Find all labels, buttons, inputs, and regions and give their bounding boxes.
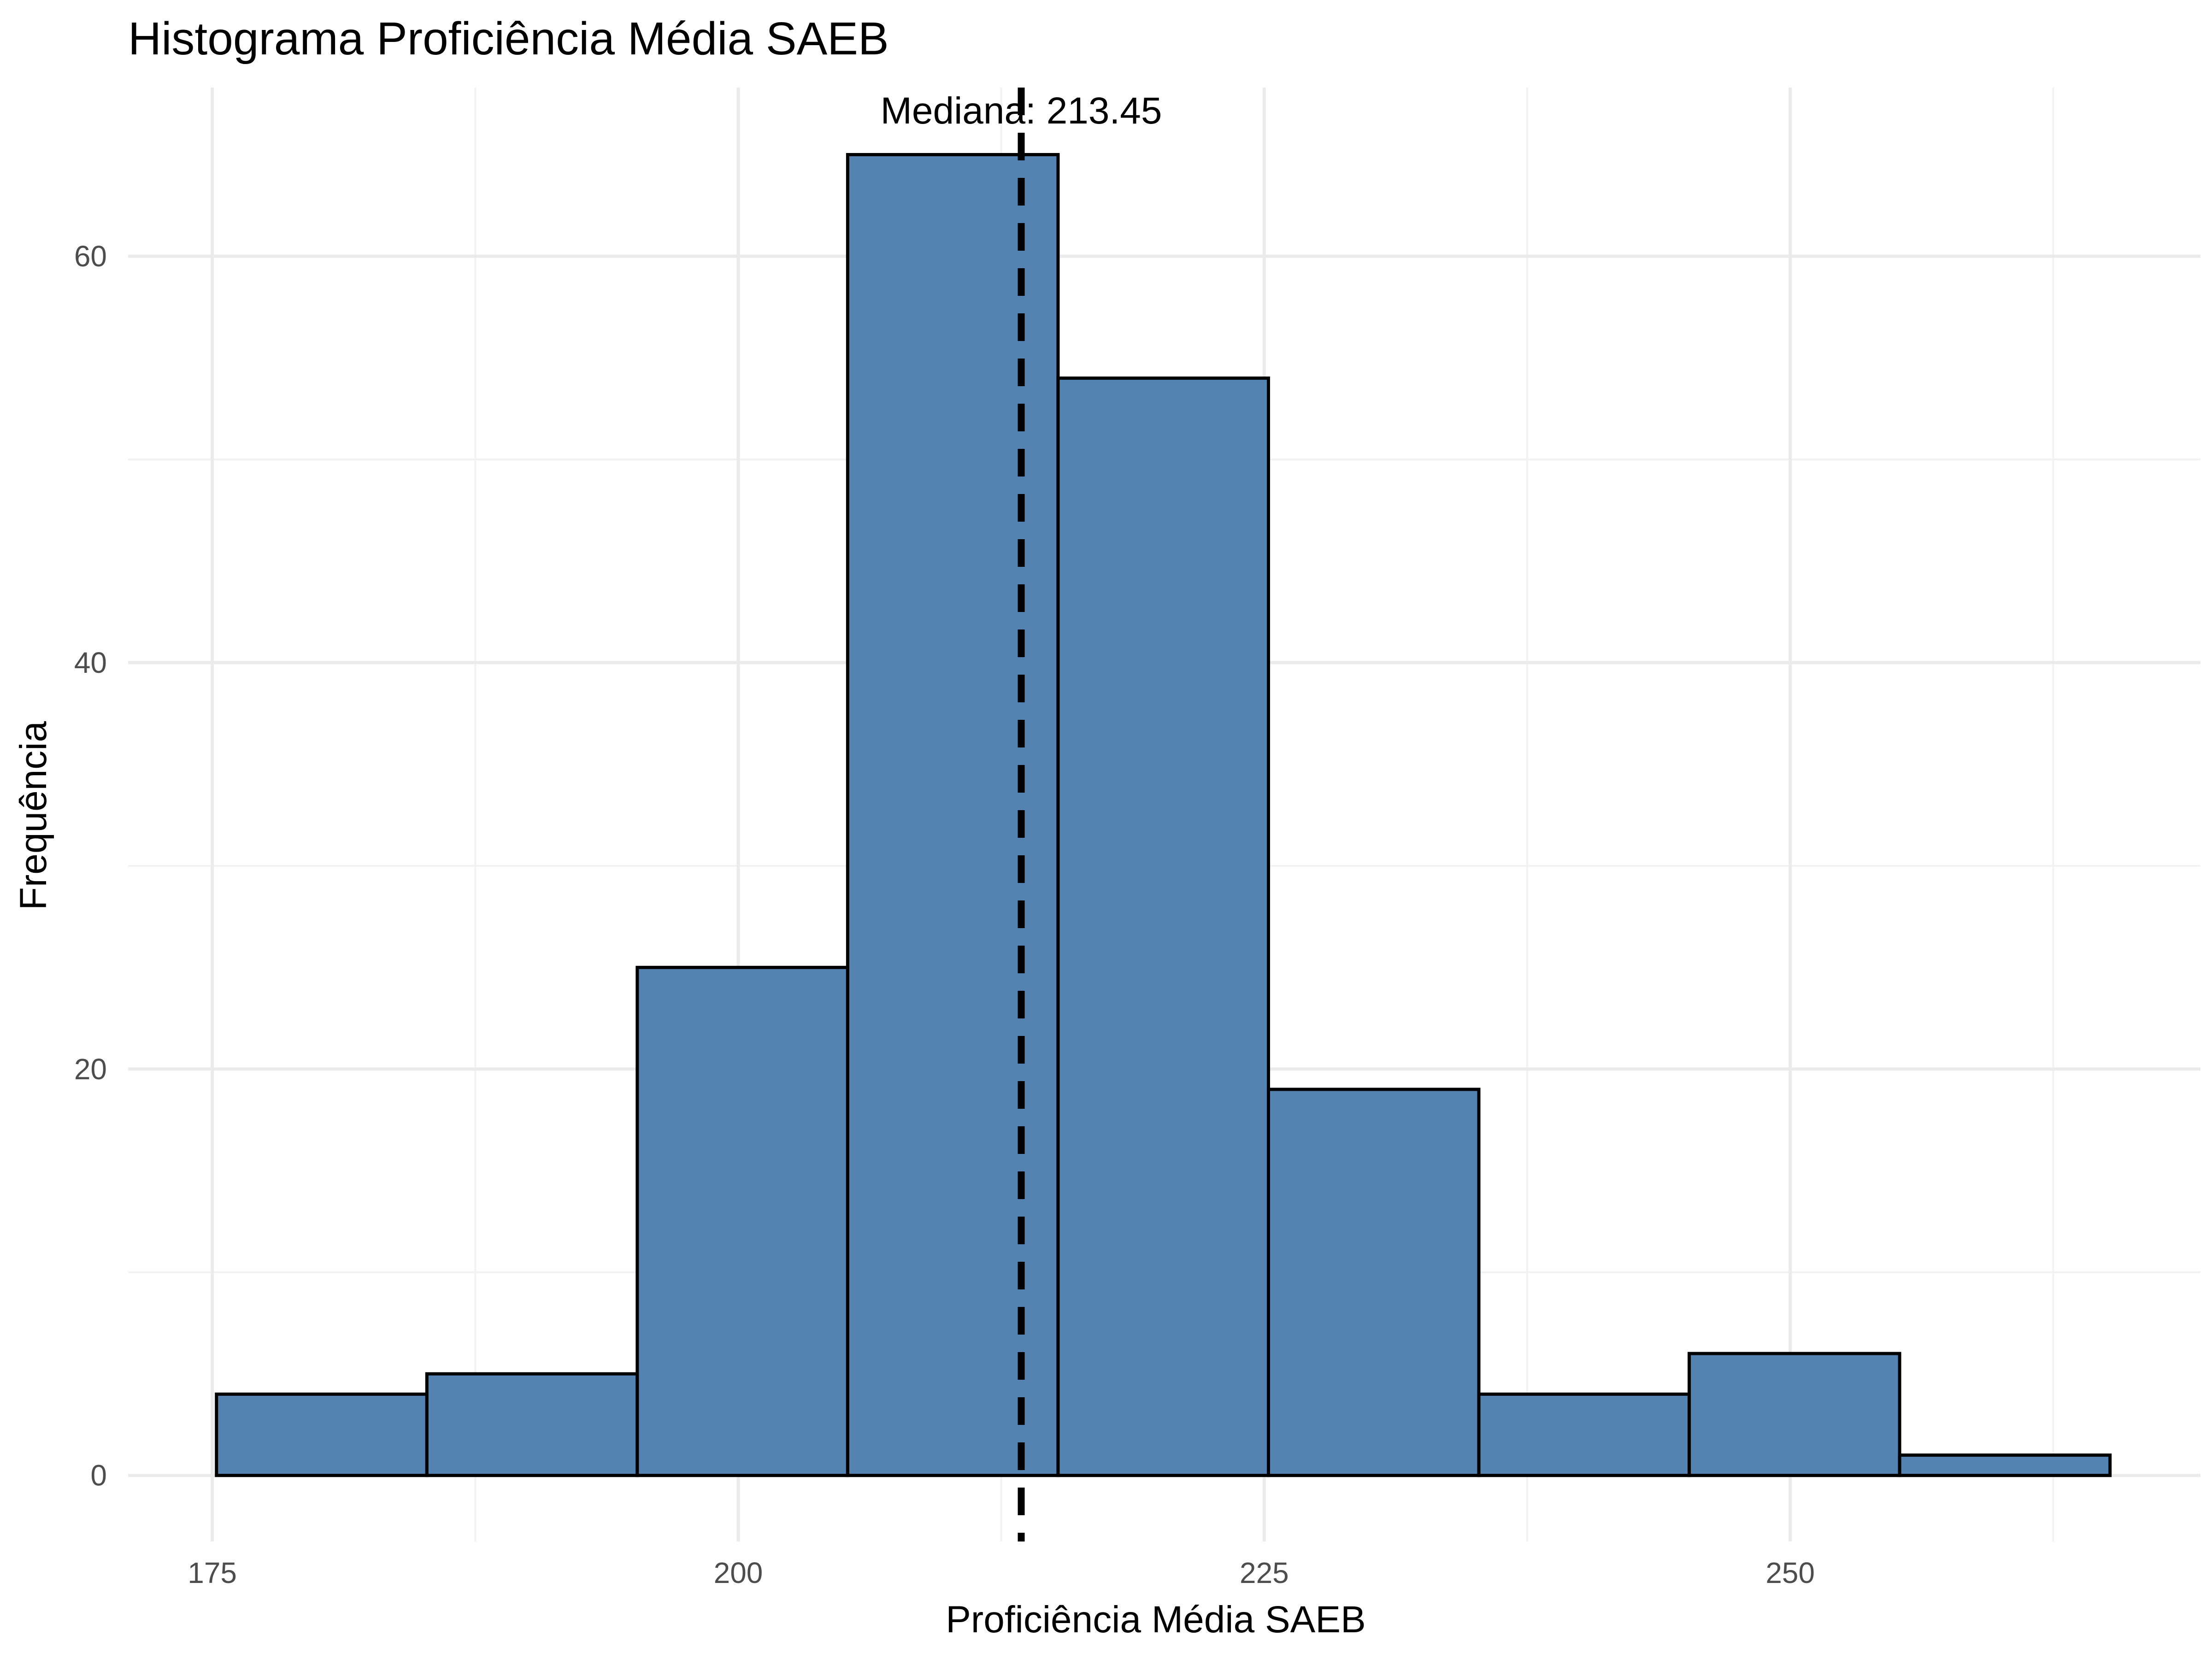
histogram-bar-9 (1898, 1453, 2112, 1477)
bars (215, 153, 2112, 1477)
median-marker: Mediana: 213.45 (881, 88, 1162, 1541)
histogram-bar-1 (215, 1392, 429, 1477)
histogram-bar-4 (846, 153, 1060, 1477)
median-label: Mediana: 213.45 (881, 90, 1162, 132)
histogram-bar-2 (425, 1372, 639, 1477)
x-axis-title: Proficiência Média SAEB (946, 1599, 1366, 1641)
histogram-bar-3 (635, 965, 849, 1477)
histogram-bar-6 (1266, 1088, 1481, 1477)
histogram-bar-8 (1688, 1352, 1901, 1477)
y-tick-label: 60 (74, 240, 107, 273)
x-tick-label: 250 (1765, 1556, 1815, 1589)
x-tick-label: 200 (714, 1556, 763, 1589)
y-axis-title: Frequência (12, 721, 54, 910)
chart-title: Histograma Proficiência Média SAEB (128, 13, 889, 65)
y-tick-label: 40 (74, 646, 107, 679)
histogram-bar-7 (1477, 1392, 1691, 1477)
axis-ticks: 175 200 225 250 0 20 40 60 (74, 240, 1815, 1589)
y-tick-label: 0 (90, 1459, 107, 1492)
y-tick-label: 20 (74, 1053, 107, 1086)
x-tick-label: 175 (188, 1556, 237, 1589)
histogram-bar-5 (1056, 377, 1270, 1477)
x-tick-label: 225 (1240, 1556, 1289, 1589)
